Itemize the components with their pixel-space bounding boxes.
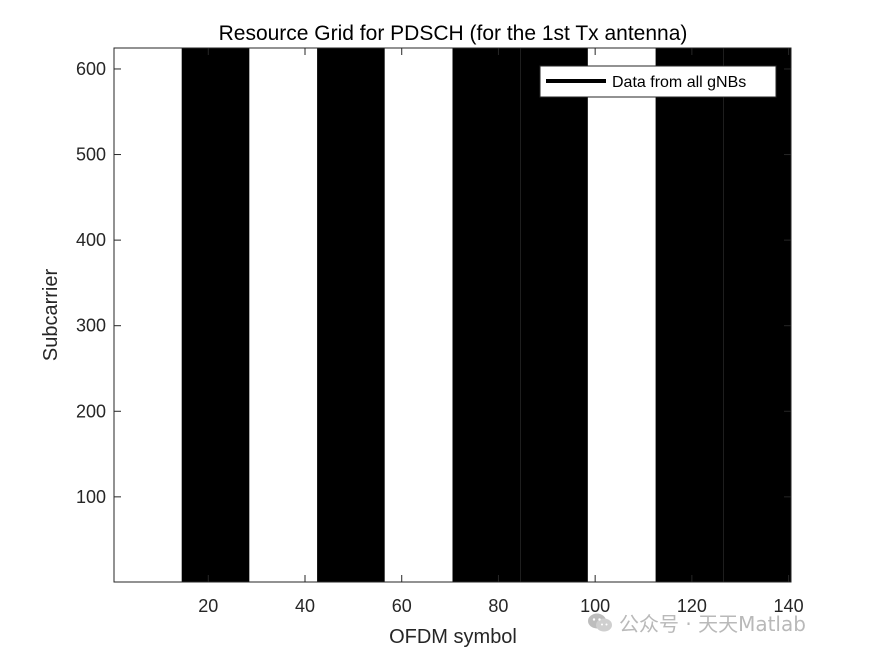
y-tick-label: 200 xyxy=(76,401,106,421)
heatmap-band-6 xyxy=(452,48,521,582)
heatmap-band-7 xyxy=(520,48,588,582)
heatmap-band-10 xyxy=(723,48,791,582)
plot-frame xyxy=(113,47,792,583)
heatmap-band-9 xyxy=(655,48,724,582)
x-tick-label: 40 xyxy=(295,596,315,616)
heatmap-bands xyxy=(114,48,791,582)
x-tick-label: 100 xyxy=(580,596,610,616)
watermark: 公众号 · 天天Matlab xyxy=(587,608,806,637)
heatmap-band-4 xyxy=(317,48,385,582)
x-tick-label: 140 xyxy=(774,596,804,616)
heatmap-band-2 xyxy=(181,48,250,582)
watermark-text: 公众号 · 天天Matlab xyxy=(619,612,806,636)
x-tick-label: 60 xyxy=(392,596,412,616)
x-tick-label: 120 xyxy=(677,596,707,616)
heatmap-band-8 xyxy=(587,48,656,582)
y-tick-label: 600 xyxy=(76,59,106,79)
y-tick-label: 500 xyxy=(76,145,106,165)
heatmap-band-5 xyxy=(384,48,453,582)
legend: Data from all gNBs xyxy=(539,65,777,98)
x-tick-label: 80 xyxy=(488,596,508,616)
heatmap-band-1 xyxy=(114,48,182,582)
y-axis-label: Subcarrier xyxy=(40,269,62,362)
heatmap-band-3 xyxy=(249,48,318,582)
chart-title: Resource Grid for PDSCH (for the 1st Tx … xyxy=(219,22,688,45)
legend-label: Data from all gNBs xyxy=(612,74,746,91)
x-axis-label: OFDM symbol xyxy=(389,626,517,648)
axis-ticks: 20 40 60 80 100 120 140 100 200 300 400 500 600 xyxy=(76,48,804,616)
y-tick-label: 300 xyxy=(76,316,106,336)
x-tick-label: 20 xyxy=(198,596,218,616)
y-tick-label: 400 xyxy=(76,230,106,250)
y-tick-label: 100 xyxy=(76,487,106,507)
wechat-icon xyxy=(588,613,612,631)
